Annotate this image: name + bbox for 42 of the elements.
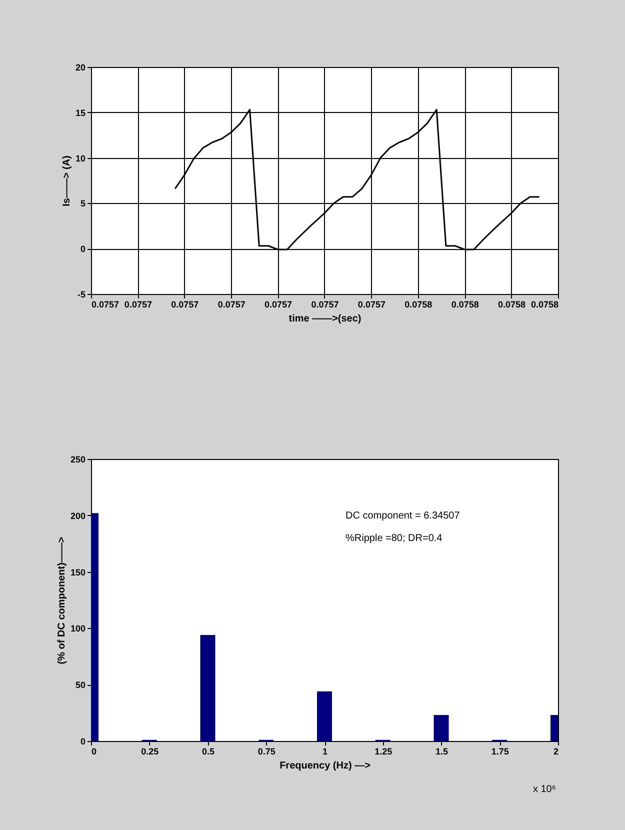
x-tick-label: 0.5 (202, 746, 215, 756)
x-tick-label: 0 (92, 746, 97, 756)
x-tick-label: 0.0757 (311, 300, 339, 310)
y-tick-label: 15 (75, 108, 86, 118)
x-tick-label: 0.25 (141, 746, 159, 756)
y-tick-label: 250 (70, 454, 86, 464)
x-tick-label: 0.0757 (92, 300, 120, 310)
x-tick-label: 0.0757 (358, 300, 386, 310)
y-tick-label: 100 (70, 624, 86, 634)
x-axis-title: time ——>(sec) (288, 314, 362, 324)
x-tick-label: 0.0758 (530, 300, 558, 310)
bar (434, 715, 449, 741)
y-tick-label: 10 (75, 153, 86, 164)
x-tick-label: 1 (322, 746, 328, 756)
x-tick-label: 0.0757 (218, 300, 246, 310)
x-tick-label: 1.25 (374, 746, 392, 756)
y-tick-label: -5 (77, 290, 86, 300)
x-tick-label: 0.0758 (404, 300, 432, 310)
x-tick-label: 0.0757 (124, 300, 152, 310)
y-tick-label: 150 (70, 567, 86, 578)
y-tick-label: 0 (80, 244, 86, 254)
x-tick-label: 1.5 (435, 746, 448, 756)
y-tick-label: 5 (80, 198, 86, 209)
y-axis-title: Is——> (A) (61, 156, 72, 206)
x-axis-title: Frequency (Hz) —> (280, 760, 371, 772)
x-tick-label: 0.0758 (498, 300, 526, 310)
x-tick-label: 0.75 (258, 746, 276, 756)
bar (317, 691, 332, 741)
x-tick-label: 0.0757 (264, 300, 292, 310)
y-tick-label: 200 (70, 510, 86, 521)
bar (200, 634, 216, 741)
annotation: %Ripple =80; DR=0.4 (346, 532, 443, 544)
x-tick-label: 0.0757 (171, 300, 199, 310)
text: x 10⁶ (532, 784, 556, 795)
x-tick-label: 1.75 (491, 746, 509, 756)
y-tick-label: 0 (80, 736, 86, 746)
y-tick-label: 20 (75, 62, 86, 72)
y-tick-label: 50 (75, 680, 86, 690)
y-axis-title: (% of DC component)——> (56, 536, 68, 664)
x-tick-label: 0.0758 (451, 300, 479, 310)
x-tick-label: 2 (553, 746, 558, 756)
annotation: DC component = 6.34507 (346, 510, 460, 522)
